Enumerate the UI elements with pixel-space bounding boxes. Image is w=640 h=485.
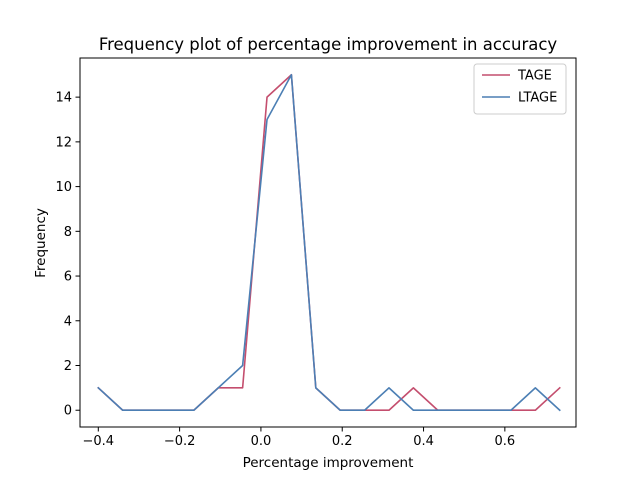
y-tick-label: 4	[64, 314, 72, 329]
legend-label-tage: TAGE	[517, 69, 552, 84]
legend-label-ltage: LTAGE	[518, 91, 557, 106]
x-tick-label: −0.2	[164, 434, 196, 449]
x-tick-label: 0.6	[495, 434, 516, 449]
x-axis-label: Percentage improvement	[243, 455, 414, 471]
y-axis-ticks: 0 2 4 6 8 10 12 14	[55, 91, 80, 419]
y-tick-label: 8	[64, 225, 72, 240]
series-layer	[97, 73, 561, 412]
y-tick-label: 14	[55, 91, 72, 106]
y-tick-label: 10	[55, 180, 72, 195]
x-tick-label: 0.0	[251, 434, 272, 449]
series-line-ltage	[97, 73, 561, 412]
y-axis-label: Frequency	[33, 208, 49, 278]
y-tick-label: 12	[55, 135, 72, 150]
chart-title: Frequency plot of percentage improvement…	[99, 35, 558, 54]
x-axis-ticks: −0.4 −0.2 0.0 0.2 0.4 0.6	[83, 427, 516, 449]
y-tick-label: 2	[64, 359, 72, 374]
y-tick-label: 6	[64, 270, 72, 285]
legend-box	[473, 63, 567, 115]
x-tick-label: −0.4	[83, 434, 115, 449]
legend: TAGE LTAGE	[473, 63, 567, 115]
plot-frame	[79, 57, 577, 428]
y-tick-label: 0	[64, 404, 72, 419]
x-tick-label: 0.4	[413, 434, 434, 449]
x-tick-label: 0.2	[332, 434, 353, 449]
